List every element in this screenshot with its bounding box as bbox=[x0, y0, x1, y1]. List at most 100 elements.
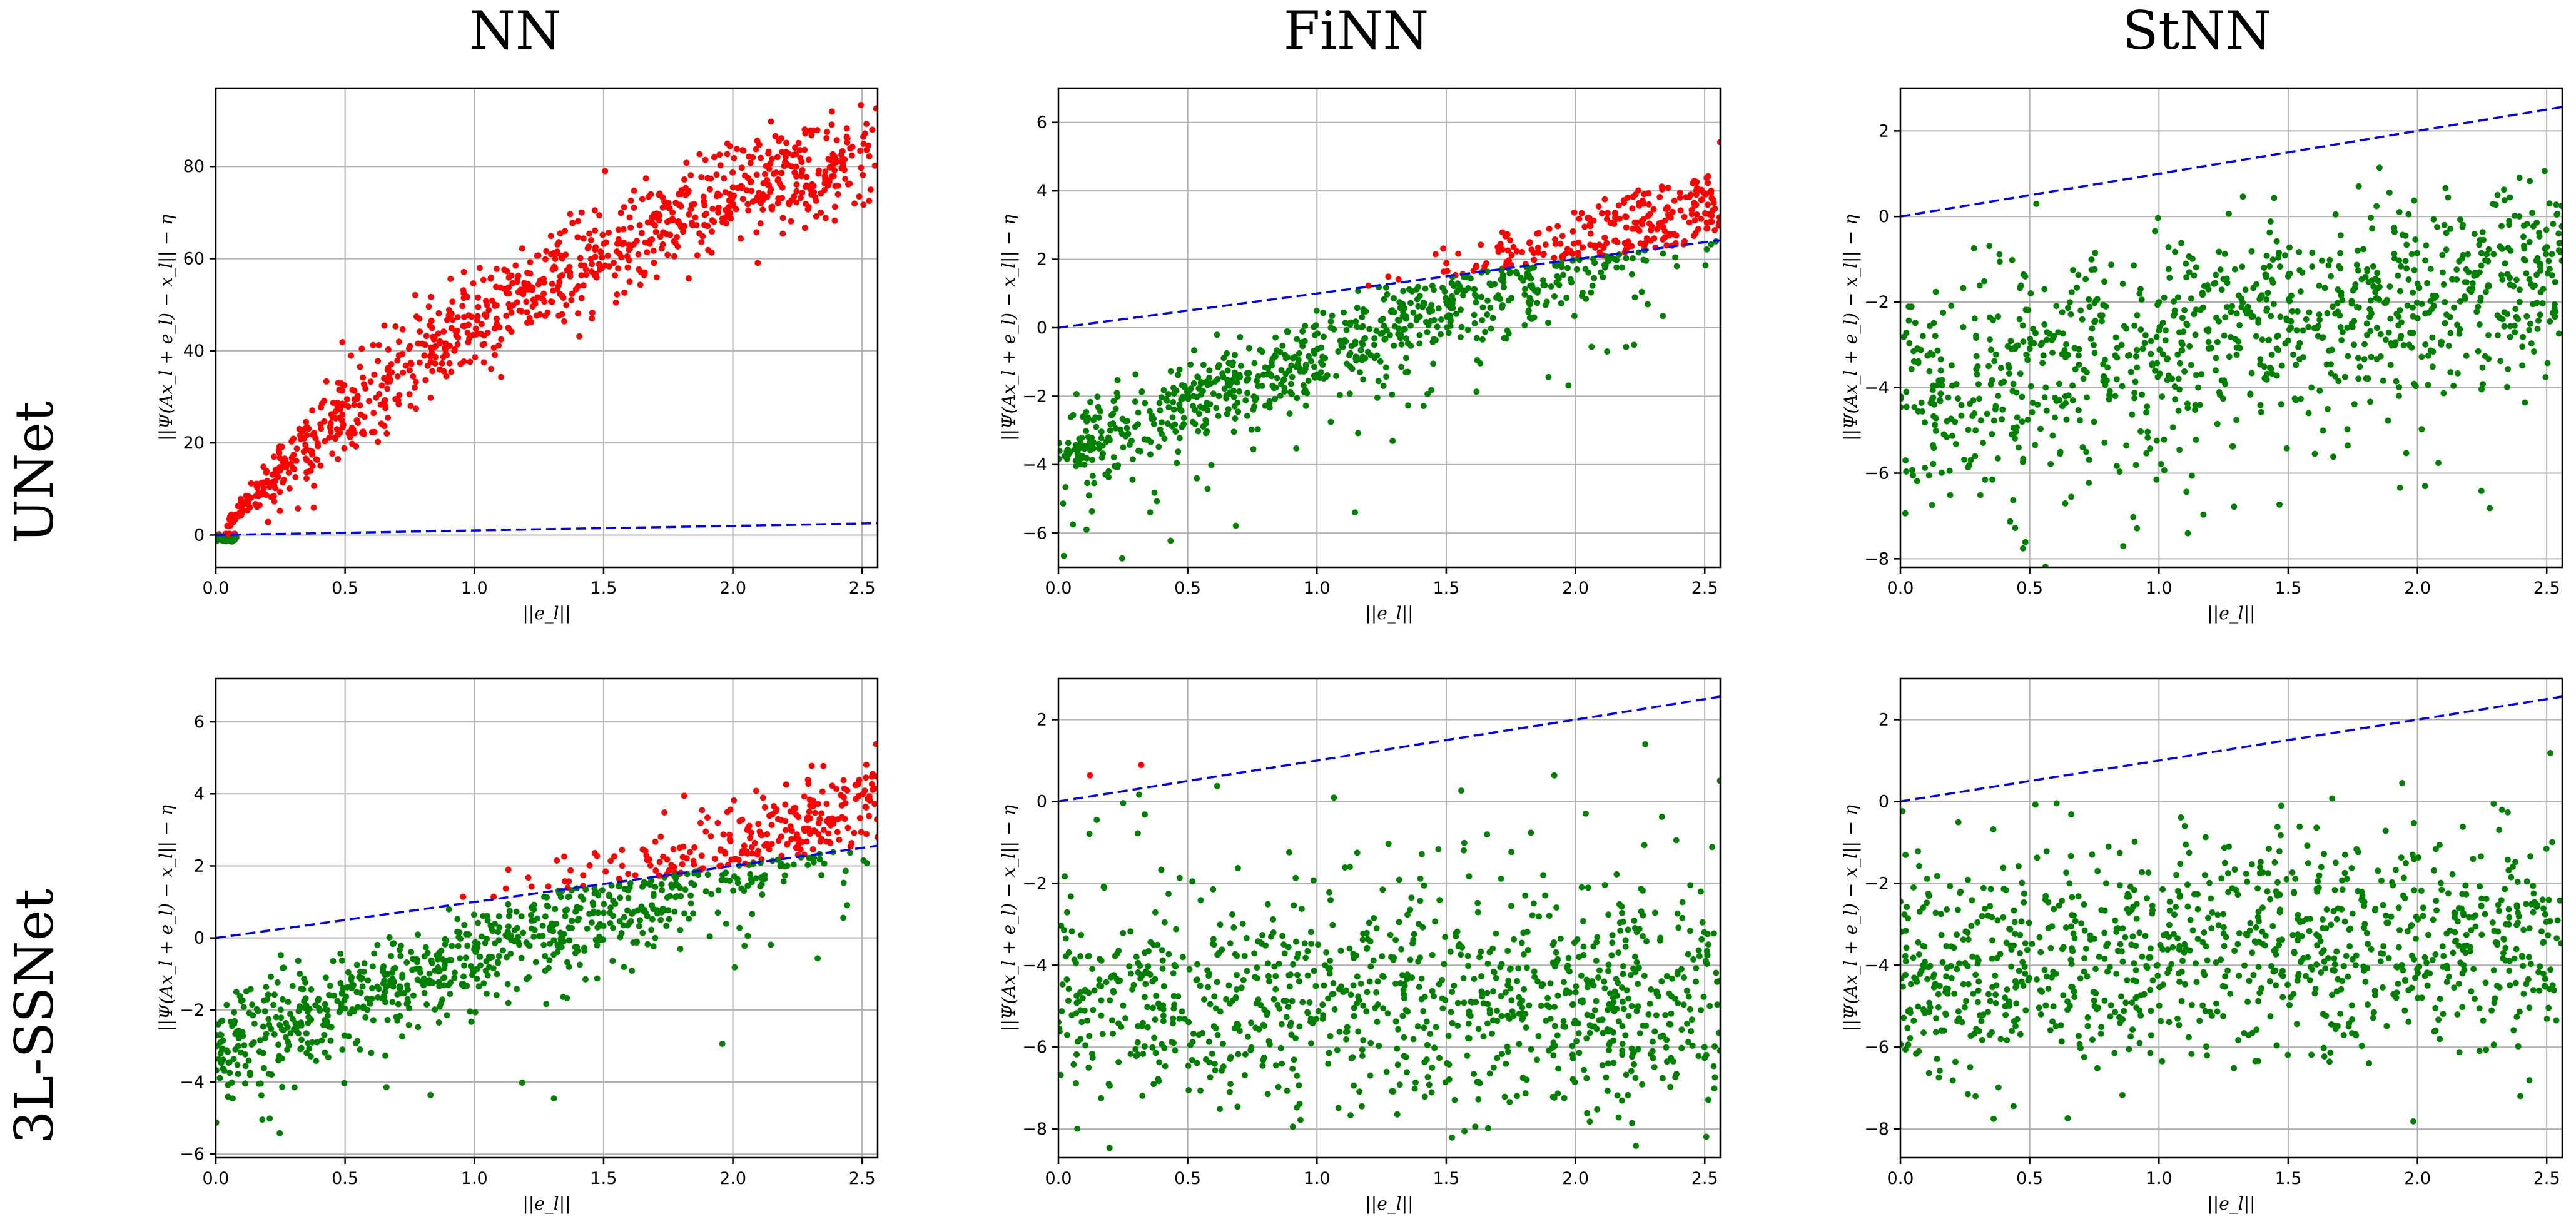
scatter-point bbox=[1226, 1088, 1233, 1095]
scatter-point bbox=[2311, 450, 2318, 457]
scatter-point bbox=[1525, 309, 1532, 315]
scatter-point bbox=[2077, 417, 2083, 423]
scatter-point bbox=[836, 836, 843, 843]
scatter-point bbox=[1648, 986, 1655, 993]
scatter-point bbox=[810, 183, 817, 190]
scatter-point bbox=[1686, 194, 1693, 201]
scatter-point bbox=[1494, 244, 1501, 251]
scatter-point bbox=[1374, 978, 1381, 985]
scatter-point bbox=[1170, 390, 1177, 397]
scatter-point bbox=[2270, 301, 2277, 308]
scatter-point bbox=[1149, 1044, 1156, 1051]
scatter-point bbox=[1910, 348, 1917, 355]
scatter-point bbox=[739, 184, 746, 191]
scatter-point bbox=[1619, 1023, 1626, 1029]
scatter-point bbox=[1259, 1062, 1266, 1069]
scatter-point bbox=[1456, 941, 1463, 948]
scatter-point bbox=[666, 916, 672, 923]
scatter-point bbox=[2198, 371, 2205, 378]
scatter-point bbox=[303, 1030, 310, 1037]
scatter-point bbox=[656, 191, 662, 198]
scatter-point bbox=[703, 210, 709, 217]
scatter-point bbox=[2076, 346, 2082, 353]
scatter-point bbox=[1680, 1001, 1687, 1008]
scatter-point bbox=[2281, 252, 2288, 259]
scatter-point bbox=[332, 435, 339, 442]
scatter-point bbox=[1546, 913, 1553, 919]
scatter-point bbox=[1676, 195, 1683, 201]
scatter-point bbox=[1929, 645, 1935, 651]
scatter-point bbox=[1599, 1062, 1606, 1068]
scatter-point bbox=[1153, 993, 1160, 999]
scatter-point bbox=[1571, 209, 1578, 216]
scatter-point bbox=[1204, 428, 1210, 435]
scatter-point bbox=[1623, 255, 1630, 261]
scatter-point bbox=[1693, 978, 1700, 985]
scatter-point bbox=[414, 959, 420, 966]
scatter-point bbox=[220, 1056, 226, 1063]
scatter-point bbox=[1445, 1033, 1452, 1039]
scatter-point bbox=[1519, 1075, 1526, 1081]
scatter-point bbox=[1671, 995, 1678, 1002]
scatter-point bbox=[2081, 367, 2087, 373]
scatter-point bbox=[713, 193, 720, 200]
scatter-point bbox=[360, 381, 367, 388]
scatter-point bbox=[242, 1063, 249, 1070]
scatter-point bbox=[1578, 973, 1585, 979]
scatter-point bbox=[1292, 874, 1299, 881]
scatter-point bbox=[2166, 275, 2173, 281]
scatter-point bbox=[665, 907, 672, 914]
scatter-point bbox=[806, 854, 813, 861]
scatter-point bbox=[1902, 510, 1909, 517]
scatter-point bbox=[612, 901, 619, 907]
scatter-point bbox=[1289, 373, 1296, 380]
scatter-point bbox=[2132, 462, 2139, 468]
scatter-point bbox=[440, 982, 447, 989]
scatter-point bbox=[302, 979, 309, 986]
scatter-point bbox=[495, 958, 501, 965]
scatter-point bbox=[586, 230, 593, 237]
scatter-point bbox=[768, 118, 774, 125]
scatter-point bbox=[723, 920, 729, 927]
scatter-point bbox=[253, 480, 260, 487]
scatter-point bbox=[1070, 521, 1077, 528]
scatter-point bbox=[1251, 950, 1258, 957]
scatter-point bbox=[1114, 393, 1121, 400]
scatter-point bbox=[1515, 965, 1522, 972]
scatter-point bbox=[867, 186, 874, 193]
scatter-point bbox=[676, 844, 683, 851]
scatter-point bbox=[242, 1080, 248, 1087]
scatter-point bbox=[567, 211, 574, 218]
scatter-point bbox=[285, 999, 292, 1006]
scatter-point bbox=[1195, 428, 1202, 435]
scatter-point bbox=[2139, 345, 2146, 352]
scatter-point bbox=[454, 341, 461, 348]
scatter-point bbox=[1103, 979, 1110, 986]
scatter-point bbox=[272, 485, 278, 492]
scatter-point bbox=[2180, 328, 2187, 335]
scatter-point bbox=[1150, 420, 1157, 427]
scatter-point bbox=[2546, 200, 2553, 207]
scatter-point bbox=[2220, 276, 2227, 283]
scatter-point bbox=[2106, 388, 2113, 395]
scatter-point bbox=[1070, 1061, 1077, 1068]
scatter-point bbox=[310, 432, 317, 438]
scatter-point bbox=[260, 1065, 267, 1071]
scatter-point bbox=[2537, 267, 2543, 274]
scatter-point bbox=[1387, 931, 1394, 938]
scatter-point bbox=[1415, 958, 1422, 965]
scatter-point bbox=[399, 974, 405, 981]
scatter-point bbox=[504, 981, 511, 988]
scatter-point bbox=[718, 877, 725, 883]
scatter-point bbox=[2533, 220, 2540, 226]
scatter-point bbox=[607, 920, 614, 926]
scatter-point bbox=[505, 913, 512, 919]
scatter-point bbox=[1453, 310, 1459, 317]
scatter-point bbox=[2329, 303, 2336, 310]
subplot-0-0: 0.0 0.5 1.0 1.5 2.0 2.5020406080||e_l||||Ψ(Ax… bbox=[156, 87, 879, 624]
scatter-point bbox=[2012, 428, 2019, 435]
scatter-point bbox=[714, 819, 721, 826]
scatter-point bbox=[1471, 291, 1478, 298]
scatter-point bbox=[518, 913, 525, 920]
scatter-point bbox=[322, 1049, 328, 1056]
